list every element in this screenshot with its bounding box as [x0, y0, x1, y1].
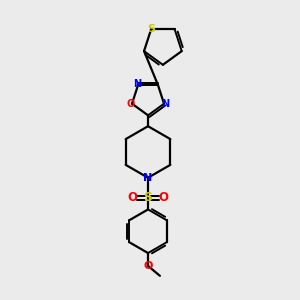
Text: O: O — [127, 191, 137, 204]
Text: O: O — [159, 191, 169, 204]
Text: S: S — [143, 191, 152, 204]
Text: N: N — [143, 173, 153, 183]
Text: S: S — [148, 24, 156, 34]
Text: N: N — [133, 80, 141, 89]
Text: N: N — [161, 99, 169, 109]
Text: O: O — [143, 261, 153, 271]
Text: O: O — [126, 99, 135, 109]
